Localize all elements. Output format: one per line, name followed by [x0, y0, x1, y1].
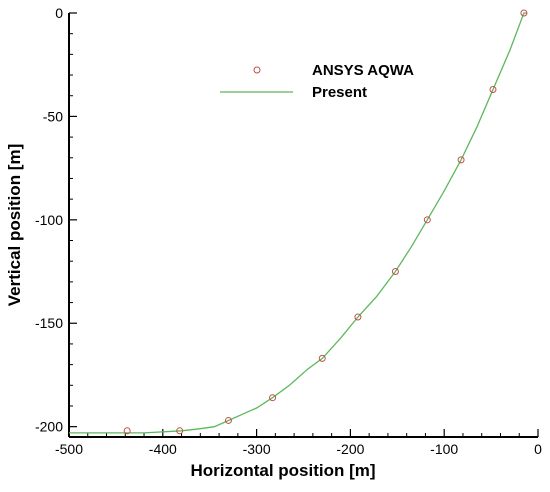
- data-point-ansys-aqwa: [391, 268, 399, 276]
- data-point-ansys-aqwa: [318, 354, 326, 362]
- y-tick-label: -200: [35, 419, 63, 435]
- data-point-ansys-aqwa: [224, 416, 232, 424]
- data-point-ansys-aqwa: [423, 216, 431, 224]
- y-tick-label: -100: [35, 212, 63, 228]
- y-tick-label: -150: [35, 315, 63, 331]
- x-tick-label: -100: [430, 441, 458, 457]
- legend-marker-ansys-aqwa: [253, 66, 261, 74]
- x-tick-label: -300: [243, 441, 271, 457]
- legend-label: Present: [312, 84, 367, 101]
- y-axis-label: Vertical position [m]: [5, 144, 24, 306]
- y-tick-label: 0: [55, 5, 63, 21]
- series-line-present: [69, 12, 527, 434]
- x-tick-label: -200: [336, 441, 364, 457]
- plot-frame: [68, 13, 538, 438]
- y-tick-label: -50: [43, 108, 63, 124]
- legend: ANSYS AQWA Present: [220, 62, 414, 101]
- data-point-ansys-aqwa: [176, 427, 184, 435]
- x-tick-label: -500: [55, 441, 83, 457]
- series-layer: [69, 9, 528, 435]
- data-point-ansys-aqwa: [123, 427, 131, 435]
- y-axis-ticks: 0 -50 -100 -150 -200: [35, 5, 77, 435]
- data-point-ansys-aqwa: [269, 394, 277, 402]
- x-axis-label: Horizontal position [m]: [190, 461, 375, 480]
- data-point-ansys-aqwa: [354, 313, 362, 321]
- data-point-ansys-aqwa: [457, 156, 465, 164]
- data-point-ansys-aqwa: [489, 86, 497, 94]
- x-axis-ticks: -500 -400 -300 -200 -100 0: [55, 429, 542, 457]
- x-tick-label: -400: [149, 441, 177, 457]
- data-point-ansys-aqwa: [520, 9, 528, 17]
- legend-label: ANSYS AQWA: [312, 62, 414, 79]
- x-tick-label: 0: [534, 441, 542, 457]
